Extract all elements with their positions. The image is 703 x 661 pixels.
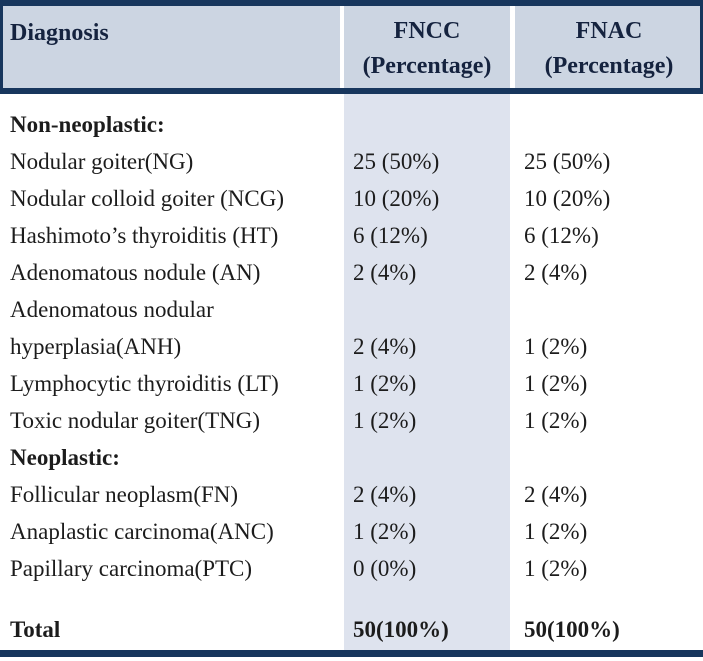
table-row: Nodular colloid goiter (NCG) 10 (20%) 10… bbox=[0, 180, 703, 217]
fncc-value-cell: 1 (2%) bbox=[353, 408, 417, 433]
fnac-value-cell: 1 (2%) bbox=[524, 371, 588, 396]
diagnosis-cell: Adenomatous nodular bbox=[10, 297, 214, 322]
fncc-value-cell: 1 (2%) bbox=[353, 519, 417, 544]
diagnosis-cell: Adenomatous nodule (AN) bbox=[10, 260, 261, 285]
diagnosis-cell: Hashimoto’s thyroiditis (HT) bbox=[10, 223, 279, 248]
diagnosis-cell: Papillary carcinoma(PTC) bbox=[10, 556, 253, 581]
fnac-value-cell: 1 (2%) bbox=[524, 334, 588, 359]
fnac-value-cell: 50(100%) bbox=[524, 617, 620, 642]
fncc-value-cell: 2 (4%) bbox=[353, 334, 417, 359]
diagnosis-cell: Anaplastic carcinoma(ANC) bbox=[10, 519, 274, 544]
fncc-value-cell: 0 (0%) bbox=[353, 556, 417, 581]
fnac-value-cell: 6 (12%) bbox=[524, 223, 599, 248]
table-body: Non-neoplastic: Nodular goiter(NG) 25 (5… bbox=[0, 94, 703, 650]
header-column-separator bbox=[340, 6, 344, 88]
diagnosis-cell: Toxic nodular goiter(TNG) bbox=[10, 408, 261, 433]
table-row: Hashimoto’s thyroiditis (HT) 6 (12%) 6 (… bbox=[0, 217, 703, 254]
header-right-border bbox=[700, 6, 703, 88]
fnac-value-cell bbox=[515, 106, 703, 143]
fnac-value-cell: 2 (4%) bbox=[524, 482, 588, 507]
fncc-value-cell bbox=[344, 439, 510, 476]
fnac-value-cell bbox=[515, 291, 703, 328]
header-underline bbox=[0, 88, 703, 94]
header-fncc-label: FNCC bbox=[393, 18, 461, 44]
fncc-value-cell: 6 (12%) bbox=[353, 223, 428, 248]
table-row: Follicular neoplasm(FN) 2 (4%) 2 (4%) bbox=[0, 476, 703, 513]
fncc-value-cell bbox=[344, 291, 510, 328]
table-row: Total 50(100%) 50(100%) bbox=[0, 611, 703, 648]
table-row: Non-neoplastic: bbox=[0, 106, 703, 143]
table-header-row: Diagnosis FNCC (Percentage) FNAC (Percen… bbox=[0, 6, 703, 88]
header-fnac-unit-label: (Percentage) bbox=[544, 53, 674, 79]
fncc-value-cell: 2 (4%) bbox=[353, 482, 417, 507]
fnac-value-cell: 1 (2%) bbox=[524, 556, 588, 581]
table-row: Papillary carcinoma(PTC) 0 (0%) 1 (2%) bbox=[0, 550, 703, 587]
table-row: Anaplastic carcinoma(ANC) 1 (2%) 1 (2%) bbox=[0, 513, 703, 550]
fnac-value-cell bbox=[515, 439, 703, 476]
fncc-value-cell: 2 (4%) bbox=[353, 260, 417, 285]
header-fnac-label: FNAC bbox=[575, 18, 643, 44]
table-bottom-border bbox=[0, 650, 703, 657]
fnac-value-cell: 2 (4%) bbox=[524, 260, 588, 285]
fnac-value-cell: 10 (20%) bbox=[524, 186, 611, 211]
table-top-border bbox=[0, 0, 703, 6]
fncc-value-cell bbox=[344, 106, 510, 143]
diagnosis-cell: Non-neoplastic: bbox=[10, 112, 165, 137]
table-row: Toxic nodular goiter(TNG) 1 (2%) 1 (2%) bbox=[0, 402, 703, 439]
header-cell-fncc: FNCC (Percentage) bbox=[344, 6, 510, 88]
diagnosis-cell: Nodular colloid goiter (NCG) bbox=[10, 186, 285, 211]
table-row: Lymphocytic thyroiditis (LT) 1 (2%) 1 (2… bbox=[0, 365, 703, 402]
header-column-separator bbox=[510, 6, 515, 88]
table-row: Nodular goiter(NG) 25 (50%) 25 (50%) bbox=[0, 143, 703, 180]
header-cell-fnac: FNAC (Percentage) bbox=[515, 6, 703, 88]
header-left-border bbox=[0, 6, 3, 88]
fnac-value-cell: 25 (50%) bbox=[524, 149, 611, 174]
table-row: Adenomatous nodule (AN) 2 (4%) 2 (4%) bbox=[0, 254, 703, 291]
fncc-value-cell: 1 (2%) bbox=[353, 371, 417, 396]
fnac-value-cell: 1 (2%) bbox=[524, 408, 588, 433]
fncc-value-cell: 50(100%) bbox=[353, 617, 449, 642]
diagnosis-cell: Nodular goiter(NG) bbox=[10, 149, 194, 174]
fnac-value-cell: 1 (2%) bbox=[524, 519, 588, 544]
diagnosis-cell: Lymphocytic thyroiditis (LT) bbox=[10, 371, 279, 396]
header-fncc-unit-label: (Percentage) bbox=[362, 53, 492, 79]
table-row: hyperplasia(ANH) 2 (4%) 1 (2%) bbox=[0, 328, 703, 365]
diagnosis-cell: Follicular neoplasm(FN) bbox=[10, 482, 239, 507]
fncc-value-cell: 25 (50%) bbox=[353, 149, 440, 174]
header-diagnosis-label: Diagnosis bbox=[10, 20, 109, 46]
diagnosis-cell: hyperplasia(ANH) bbox=[10, 334, 182, 359]
table-row: Neoplastic: bbox=[0, 439, 703, 476]
diagnosis-cell: Total bbox=[10, 617, 61, 642]
diagnosis-cell: Neoplastic: bbox=[10, 445, 120, 470]
table-row: Adenomatous nodular bbox=[0, 291, 703, 328]
fncc-column-shading bbox=[344, 94, 510, 650]
header-cell-diagnosis: Diagnosis bbox=[0, 6, 340, 88]
fncc-value-cell: 10 (20%) bbox=[353, 186, 440, 211]
